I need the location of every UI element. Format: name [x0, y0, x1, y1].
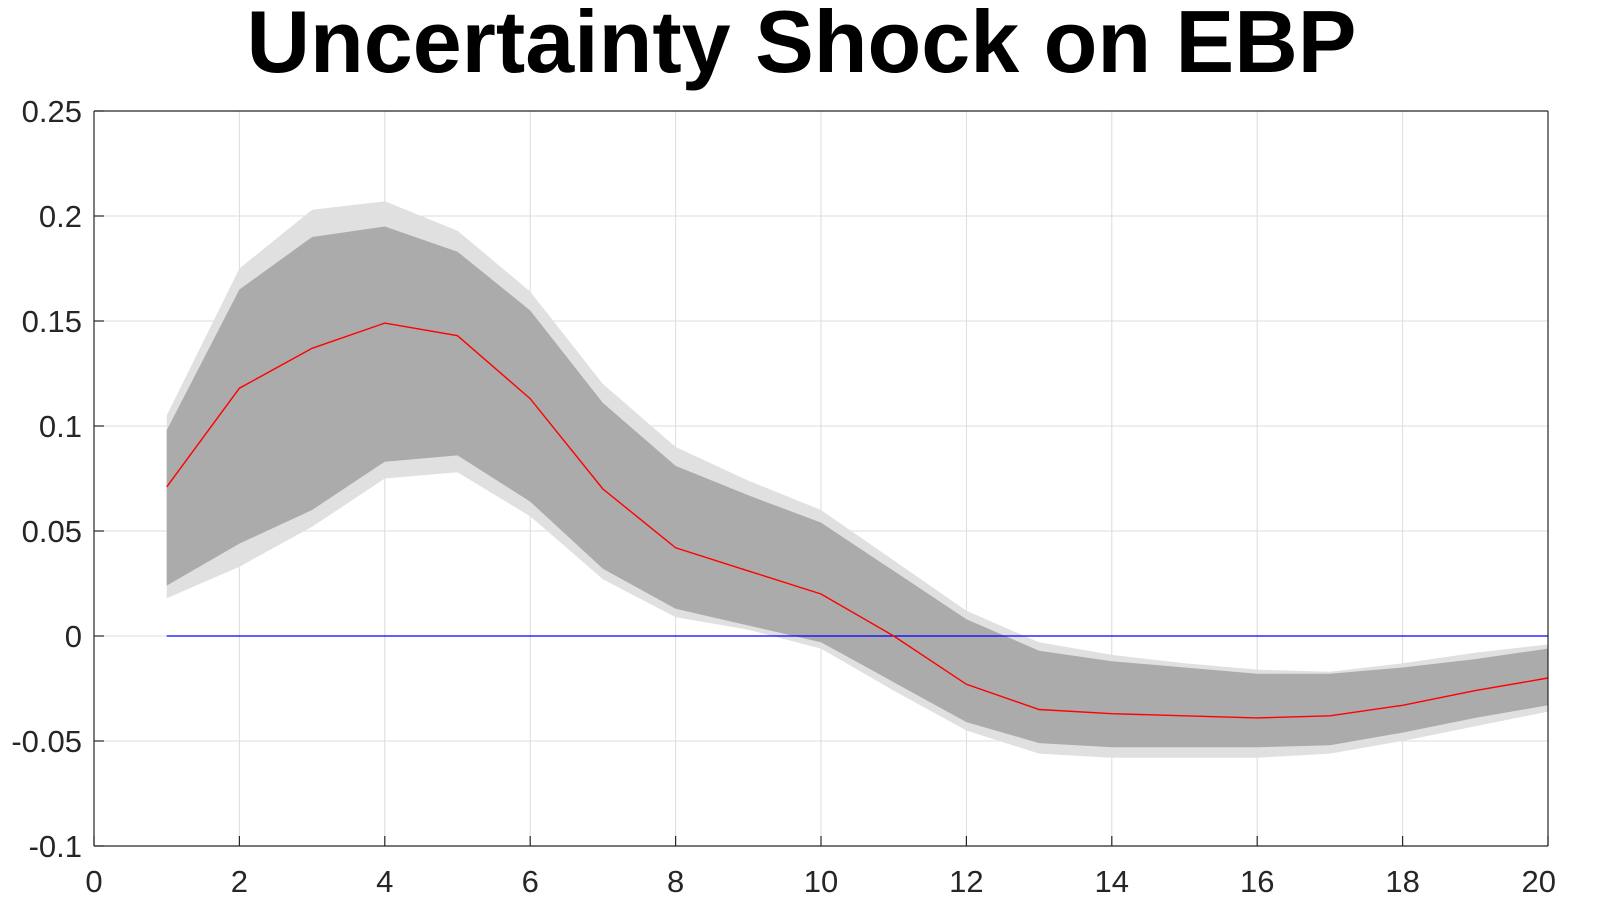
- y-tick-label: 0.1: [39, 409, 82, 444]
- x-tick-label: 2: [231, 864, 248, 899]
- x-tick-label: 6: [522, 864, 539, 899]
- confidence-bands: [166, 201, 1549, 758]
- x-tick-label: 14: [1095, 864, 1129, 899]
- y-tick-label: 0.05: [22, 514, 82, 549]
- x-tick-labels: 0 2 4 6 8 10 12 14 16 18 20: [85, 864, 1556, 899]
- x-tick-label: 18: [1385, 864, 1419, 899]
- y-tick-label: 0: [65, 619, 82, 654]
- x-tick-label: 10: [804, 864, 838, 899]
- axes: [93, 110, 1549, 847]
- y-tick-label: -0.05: [11, 724, 82, 759]
- x-tick-label: 16: [1240, 864, 1274, 899]
- y-tick-label: 0.25: [22, 94, 82, 129]
- series-lines: [166, 322, 1549, 719]
- y-tick-label: 0.2: [39, 199, 82, 234]
- median-response-line: [166, 322, 1549, 719]
- y-tick-label: -0.1: [29, 829, 82, 864]
- x-tick-label: 0: [85, 864, 102, 899]
- x-tick-label: 12: [949, 864, 983, 899]
- x-tick-label: 8: [667, 864, 684, 899]
- chart-title: Uncertainty Shock on EBP: [246, 0, 1357, 91]
- y-tick-labels: -0.1 -0.05 0 0.05 0.1 0.15 0.2 0.25: [11, 94, 82, 864]
- inner-confidence-band: [166, 226, 1549, 748]
- y-tick-label: 0.15: [22, 304, 82, 339]
- x-tick-label: 20: [1522, 864, 1556, 899]
- x-tick-label: 4: [376, 864, 393, 899]
